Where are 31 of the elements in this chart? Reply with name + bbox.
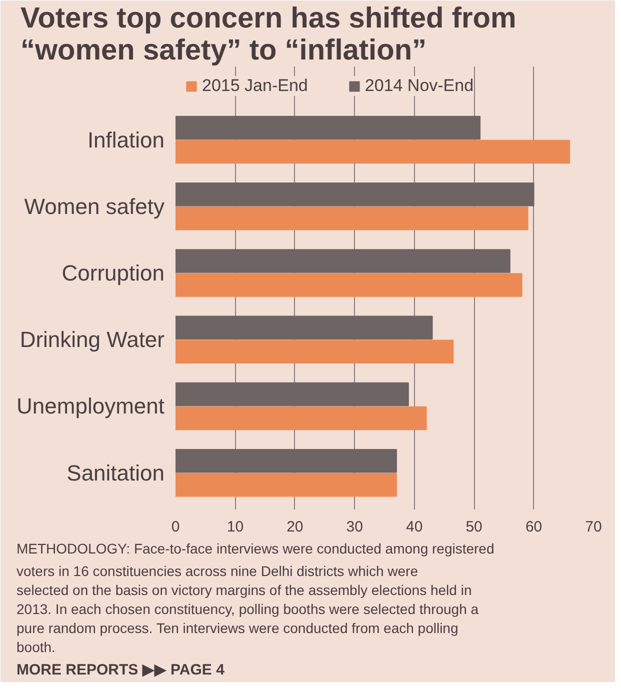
y-tick-label: Corruption	[62, 260, 164, 286]
x-tick-label: 30	[346, 518, 363, 536]
y-tick-label: Sanitation	[66, 460, 165, 486]
legend-label: 2015 Jan-End	[202, 76, 308, 96]
text: METHODOLOGY: Face-to-face interviews were conducted among registered voters in 16 constituencies across nine Delhi districts which were selected on the basis on victory margins of the assembly elections held in 2013. In each chosen constituency, polling booths were selected through a pure random process. Ten interviews were conducted from each polling booth.	[16, 540, 494, 655]
bar	[176, 406, 427, 430]
bar	[176, 116, 481, 140]
bar	[176, 340, 454, 364]
bar	[176, 140, 570, 164]
x-tick-label: 40	[406, 518, 423, 536]
bar	[176, 206, 528, 230]
bar	[176, 182, 534, 206]
y-tick-label: Inflation	[87, 127, 165, 152]
bar	[176, 382, 409, 406]
y-tick-label: Unemployment	[16, 394, 164, 419]
y-tick-label: Drinking Water	[20, 327, 165, 352]
bar	[176, 472, 397, 497]
bar	[176, 448, 397, 473]
x-tick-label: 10	[226, 518, 244, 536]
x-tick-label: 60	[525, 518, 542, 536]
legend-label: 2014 Nov-End	[364, 76, 474, 96]
y-tick-label: Women safety	[24, 194, 165, 219]
x-tick-label: 20	[286, 518, 304, 536]
x-tick-label: 0	[171, 518, 180, 536]
bar	[176, 316, 433, 340]
bar	[176, 249, 510, 273]
x-tick-label: 70	[585, 518, 602, 536]
chart-title: Voters top concern has shifted from “women safety” to “inflation”	[20, 2, 516, 66]
bar	[176, 273, 522, 297]
x-tick-label: 50	[466, 518, 482, 536]
text: MORE REPORTS ▶▶ PAGE 4	[16, 662, 226, 678]
